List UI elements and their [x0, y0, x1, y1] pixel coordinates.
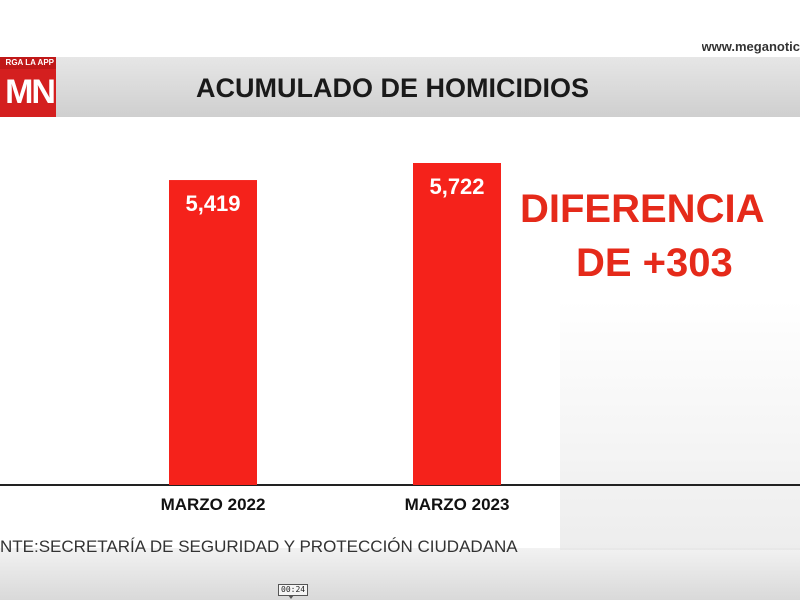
- background-right: [560, 300, 800, 550]
- chart-title: ACUMULADO DE HOMICIDIOS: [196, 73, 589, 103]
- bar-1: [169, 180, 257, 485]
- source-credit: NTE:SECRETARÍA DE SEGURIDAD Y PROTECCIÓN…: [0, 537, 518, 556]
- site-url: www.meganotic: [701, 39, 800, 54]
- background-bottom: [0, 548, 800, 600]
- bar-value-label-1: 5,419: [185, 191, 240, 216]
- annotation-line-2: DE +303: [576, 241, 733, 285]
- bar-2: [413, 163, 501, 485]
- bar-value-label-2: 5,722: [429, 174, 484, 199]
- difference-annotation: DIFERENCIA DE +303: [520, 182, 800, 290]
- category-label-2: MARZO 2023: [405, 495, 510, 514]
- logo-text: MN: [5, 73, 54, 111]
- category-label-1: MARZO 2022: [161, 495, 266, 514]
- app-download-strip: RGA LA APP: [0, 57, 56, 69]
- header-bar: [0, 57, 800, 117]
- timestamp-pointer: [288, 595, 294, 599]
- annotation-line-1: DIFERENCIA: [520, 187, 765, 231]
